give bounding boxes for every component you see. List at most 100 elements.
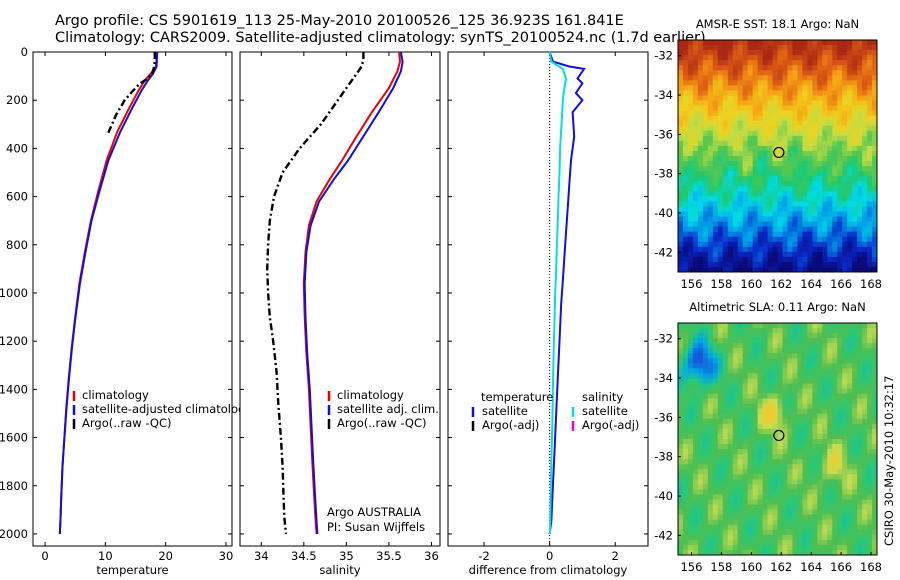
map-cell: [752, 266, 759, 273]
map-cell: [707, 191, 714, 197]
map-cell: [782, 75, 788, 81]
map-cell: [687, 348, 694, 354]
map-cell: [747, 539, 754, 546]
map-cell: [852, 226, 858, 233]
map-cell: [807, 484, 813, 490]
map-cell: [822, 60, 828, 66]
map-cell: [692, 529, 699, 536]
map-cell: [727, 539, 734, 546]
map-cell: [732, 176, 739, 182]
map-cell: [802, 45, 808, 51]
map-cell: [837, 251, 843, 258]
map-cell: [787, 524, 793, 531]
map-cell: [812, 216, 818, 222]
map-cell: [692, 368, 699, 374]
map-cell: [842, 256, 848, 263]
map-cell: [807, 221, 813, 228]
map-cell: [822, 171, 828, 177]
map-cell: [817, 216, 823, 222]
map-cell: [832, 120, 838, 127]
map-cell: [787, 251, 793, 258]
map-cell: [832, 100, 838, 106]
map-cell: [872, 514, 878, 521]
map-cell: [757, 40, 763, 46]
map-cell: [732, 474, 739, 480]
map-cell: [797, 534, 803, 541]
map-cell: [797, 353, 803, 359]
map-cell: [717, 408, 724, 415]
map-cell: [692, 266, 699, 273]
map-cell: [732, 261, 739, 268]
map-cell: [837, 135, 843, 142]
map-cell: [777, 353, 783, 359]
map-cell: [822, 368, 828, 374]
map-cell: [712, 110, 719, 117]
map-cell: [752, 60, 759, 66]
map-cell: [782, 181, 788, 187]
map-cell: [822, 398, 828, 405]
map-frame: [677, 322, 878, 556]
map-cell: [787, 166, 793, 172]
map-cell: [682, 251, 689, 258]
map-cell: [792, 90, 798, 96]
map-cell: [742, 171, 749, 177]
map-cell: [702, 378, 709, 384]
map-cell: [692, 373, 699, 379]
map-cell: [777, 408, 783, 415]
map-cell: [727, 130, 734, 137]
map-cell: [747, 378, 754, 384]
map-cell: [797, 338, 803, 344]
map-cell: [692, 145, 699, 152]
map-cell: [722, 418, 729, 425]
map-cell: [857, 261, 863, 268]
map-cell: [852, 338, 858, 344]
map-cell: [772, 125, 778, 132]
map-cell: [702, 45, 709, 51]
map-cell: [862, 55, 868, 61]
map-cell: [732, 544, 739, 551]
map-cell: [712, 539, 719, 546]
map-cell: [752, 120, 759, 127]
map-cell: [767, 115, 773, 122]
map-cell: [752, 256, 759, 263]
argo-position-marker: [773, 146, 785, 159]
map-cell: [692, 474, 699, 480]
map-cell: [842, 95, 848, 101]
map-cell: [857, 241, 863, 248]
map-cell: [777, 40, 783, 46]
map-cell: [852, 524, 858, 531]
map-cell: [687, 70, 694, 76]
map-cell: [757, 474, 763, 480]
map-cell: [692, 85, 699, 91]
map-cell: [742, 125, 749, 132]
map-cell: [767, 519, 773, 526]
map-cell: [762, 196, 768, 202]
map-cell: [777, 368, 783, 374]
map-cell: [772, 201, 778, 207]
map-cell: [857, 524, 863, 531]
map-cell: [702, 388, 709, 395]
map-cell: [757, 161, 763, 167]
map-cell: [752, 418, 759, 425]
map-cell: [862, 70, 868, 76]
map-cell: [847, 449, 853, 455]
map-cell: [832, 196, 838, 202]
map-cell: [762, 211, 768, 217]
map-cell: [817, 166, 823, 172]
map-cell: [837, 145, 843, 152]
map-cell: [792, 251, 798, 258]
map-cell: [762, 176, 768, 182]
map-cell: [697, 514, 704, 521]
map-x-tick-label: 164: [800, 277, 822, 291]
map-cell: [692, 201, 699, 207]
map-cell: [687, 524, 694, 531]
map-cell: [682, 85, 689, 91]
map-cell: [762, 236, 768, 243]
map-cell: [787, 454, 793, 460]
map-cell: [702, 439, 709, 445]
map-cell: [697, 509, 704, 516]
map-cell: [752, 464, 759, 470]
map-cell: [742, 494, 749, 500]
map-cell: [792, 196, 798, 202]
map-cell: [767, 105, 773, 112]
